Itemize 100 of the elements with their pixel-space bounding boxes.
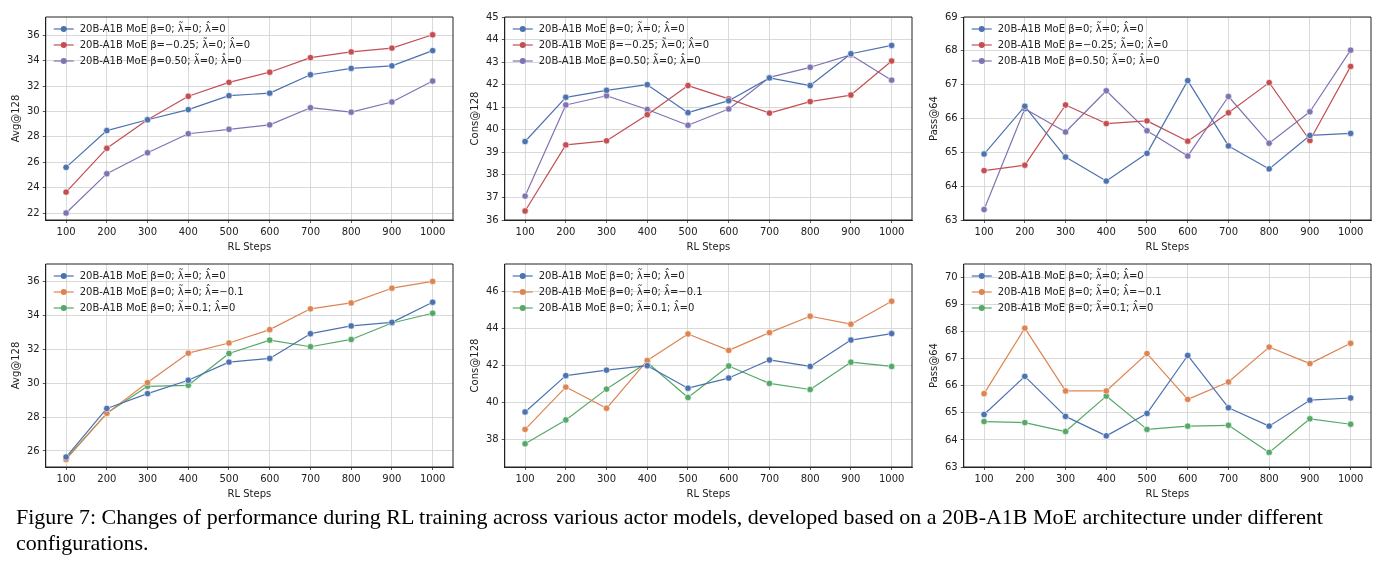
x-tick-label: 100	[515, 225, 535, 237]
x-tick-label: 600	[1178, 225, 1198, 237]
x-tick-label: 200	[97, 225, 117, 237]
x-tick-label: 400	[637, 225, 657, 237]
x-tick-label: 900	[1300, 472, 1320, 484]
legend-label: 20B-A1B MoE β=0; λ̃=0; λ̂=−0.1	[538, 283, 703, 297]
y-tick-label: 68	[944, 325, 958, 337]
x-tick-label: 600	[1178, 472, 1198, 484]
y-tick-label: 39	[485, 145, 499, 157]
x-tick-label: 1000	[878, 472, 905, 484]
x-tick-label: 600	[260, 225, 280, 237]
x-tick-label: 1000	[878, 225, 905, 237]
x-tick-label: 400	[637, 472, 657, 484]
legend-label: 20B-A1B MoE β=0.50; λ̃=0; λ̂=0	[79, 52, 242, 66]
y-tick-label: 22	[26, 206, 40, 218]
x-tick-label: 900	[382, 472, 402, 484]
x-tick-label: 200	[1015, 472, 1035, 484]
legend-label: 20B-A1B MoE β=0; λ̃=0; λ̂=0	[538, 267, 685, 281]
x-tick-label: 100	[974, 225, 994, 237]
x-axis-title: RL Steps	[686, 240, 731, 252]
legend-label: 20B-A1B MoE β=0; λ̃=0.1; λ̂=0	[538, 299, 695, 313]
x-axis-title: RL Steps	[686, 487, 731, 499]
x-tick-label: 700	[759, 225, 779, 237]
legend-label: 20B-A1B MoE β=−0.25; λ̃=0; λ̂=0	[538, 36, 710, 50]
y-tick-label: 67	[944, 352, 958, 364]
y-tick-label: 70	[944, 271, 958, 283]
y-axis-title: Avg@128	[9, 94, 21, 143]
x-tick-label: 400	[1096, 472, 1116, 484]
x-axis-title: RL Steps	[1145, 240, 1190, 252]
y-tick-label: 42	[485, 359, 499, 371]
legend-label: 20B-A1B MoE β=−0.25; λ̃=0; λ̂=0	[997, 36, 1169, 50]
y-tick-label: 36	[26, 28, 40, 40]
x-tick-label: 1000	[1337, 225, 1364, 237]
y-tick-label: 40	[485, 123, 499, 135]
y-tick-label: 24	[26, 181, 40, 193]
x-tick-label: 500	[1137, 225, 1157, 237]
legend-label: 20B-A1B MoE β=−0.25; λ̃=0; λ̂=0	[79, 36, 251, 50]
x-tick-label: 700	[300, 472, 320, 484]
x-tick-label: 900	[841, 472, 861, 484]
x-tick-label: 800	[341, 225, 361, 237]
x-tick-label: 300	[138, 472, 158, 484]
y-tick-label: 68	[944, 44, 958, 56]
y-tick-label: 69	[944, 10, 958, 22]
x-tick-label: 900	[841, 225, 861, 237]
y-tick-label: 44	[485, 33, 499, 45]
y-tick-label: 69	[944, 298, 958, 310]
y-tick-label: 34	[26, 54, 40, 66]
y-tick-label: 38	[485, 168, 499, 180]
caption: Figure 7: Changes of performance during RL training across various actor models, developed based on a 20B-A1B MoE architecture under different configurations.	[15, 504, 1324, 556]
y-tick-label: 44	[485, 322, 499, 334]
y-tick-label: 30	[26, 376, 40, 388]
x-tick-label: 100	[56, 472, 76, 484]
legend-label: 20B-A1B MoE β=0; λ̃=0; λ̂=0	[997, 267, 1144, 281]
y-tick-label: 67	[944, 78, 958, 90]
legend-label: 20B-A1B MoE β=0; λ̃=0; λ̂=0	[997, 20, 1144, 34]
y-tick-label: 34	[26, 309, 40, 321]
y-tick-label: 64	[944, 179, 958, 191]
x-tick-label: 700	[1218, 225, 1238, 237]
x-tick-label: 100	[515, 472, 535, 484]
x-tick-label: 300	[597, 472, 617, 484]
legend-label: 20B-A1B MoE β=0; λ̃=0.1; λ̂=0	[997, 299, 1154, 313]
x-tick-label: 900	[1300, 225, 1320, 237]
y-tick-label: 66	[944, 112, 958, 124]
legend-label: 20B-A1B MoE β=0; λ̃=0.1; λ̂=0	[79, 299, 236, 313]
legend-label: 20B-A1B MoE β=0; λ̃=0; λ̂=−0.1	[997, 283, 1162, 297]
y-tick-label: 26	[26, 444, 40, 456]
x-tick-label: 500	[678, 225, 698, 237]
y-tick-label: 30	[26, 105, 40, 117]
x-tick-label: 300	[1056, 225, 1076, 237]
x-tick-label: 500	[678, 472, 698, 484]
x-axis-title: RL Steps	[227, 240, 272, 252]
legend-label: 20B-A1B MoE β=0.50; λ̃=0; λ̂=0	[997, 52, 1160, 66]
y-tick-label: 46	[485, 285, 499, 297]
x-tick-label: 900	[382, 225, 402, 237]
x-tick-label: 600	[719, 472, 739, 484]
x-tick-label: 1000	[419, 225, 446, 237]
y-tick-label: 45	[485, 10, 499, 22]
x-tick-label: 100	[56, 225, 76, 237]
y-tick-label: 38	[485, 432, 499, 444]
x-tick-label: 800	[1259, 472, 1279, 484]
y-tick-label: 66	[944, 379, 958, 391]
y-tick-label: 36	[26, 275, 40, 287]
y-axis-title: Pass@64	[927, 343, 939, 388]
legend-label: 20B-A1B MoE β=0; λ̃=0; λ̂=−0.1	[79, 283, 244, 297]
legend-label: 20B-A1B MoE β=0; λ̃=0; λ̂=0	[79, 267, 226, 281]
x-tick-label: 500	[219, 472, 239, 484]
y-tick-label: 65	[944, 406, 958, 418]
y-axis-title: Avg@128	[9, 341, 21, 390]
x-tick-label: 400	[178, 225, 198, 237]
y-axis-title: Cons@128	[468, 338, 480, 393]
legend-label: 20B-A1B MoE β=0.50; λ̃=0; λ̂=0	[538, 52, 701, 66]
x-axis-title: RL Steps	[1145, 487, 1190, 499]
x-tick-label: 800	[1259, 225, 1279, 237]
x-axis-title: RL Steps	[227, 487, 272, 499]
x-tick-label: 500	[219, 225, 239, 237]
x-tick-label: 200	[97, 472, 117, 484]
y-tick-label: 63	[944, 213, 958, 225]
x-tick-label: 1000	[419, 472, 446, 484]
y-tick-label: 64	[944, 433, 958, 445]
y-tick-label: 65	[944, 145, 958, 157]
